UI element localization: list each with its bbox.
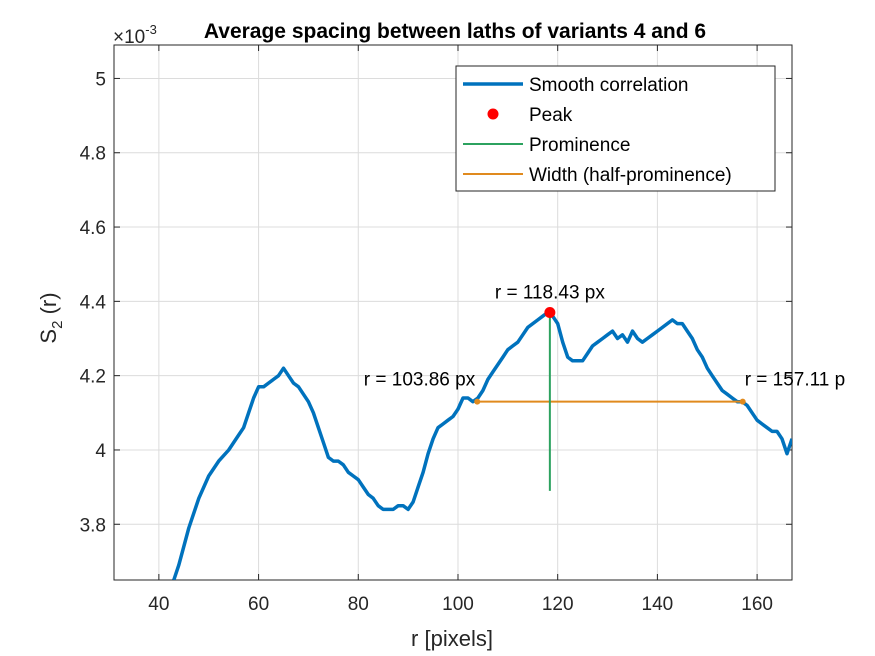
legend-entry-peak: Peak: [529, 105, 573, 126]
x-axis-label: r [pixels]: [411, 626, 493, 651]
x-tick-label: 60: [248, 594, 269, 615]
x-tick-label: 160: [741, 594, 773, 615]
axes-box: [113, 44, 793, 581]
y-axis-label: S2 (r): [36, 292, 66, 343]
y-tick-label: 4.6: [80, 218, 106, 239]
peak-label: r = 118.43 px: [495, 283, 606, 304]
legend-swatch-peak: [487, 108, 499, 120]
x-tick-label: 120: [542, 594, 574, 615]
x-tick-label: 40: [148, 594, 169, 615]
legend: Smooth correlation Peak Prominence Width (h…: [455, 65, 776, 192]
axes: 40 60 80 100 120 140 160 3.8 4 4.2 4.4 4.6 4.8 5: [80, 44, 793, 615]
peak-marker: [544, 307, 556, 318]
legend-entry-smooth: Smooth correlation: [529, 75, 688, 96]
width-left-label: r = 103.86 px: [364, 370, 476, 391]
width-right-label: r = 157.11 p: [745, 370, 846, 391]
width-left-marker: [474, 398, 481, 405]
smooth-correlation-line: [172, 310, 792, 580]
legend-box: [455, 65, 776, 192]
x-tick-label: 100: [442, 594, 474, 615]
y-tick-label: 5: [95, 69, 106, 90]
annotations: r = 118.43 px r = 103.86 px r = 157.11 p: [364, 283, 845, 391]
x-tick-label: 80: [348, 594, 369, 615]
x-tick-label: 140: [642, 594, 674, 615]
legend-entry-width: Width (half-prominence): [529, 165, 732, 186]
legend-entry-prominence: Prominence: [529, 135, 630, 156]
y-tick-label: 4.2: [80, 367, 106, 388]
plot-area: [172, 307, 792, 580]
y-tick-label: 4.4: [80, 292, 107, 313]
width-right-marker: [739, 398, 746, 405]
chart-title: Average spacing between laths of variant…: [204, 20, 706, 43]
y-tick-label: 3.8: [80, 515, 106, 536]
y-exponent-label: ×10-3: [113, 22, 157, 48]
y-tick-label: 4.8: [80, 144, 106, 165]
y-tick-label: 4: [95, 441, 106, 462]
